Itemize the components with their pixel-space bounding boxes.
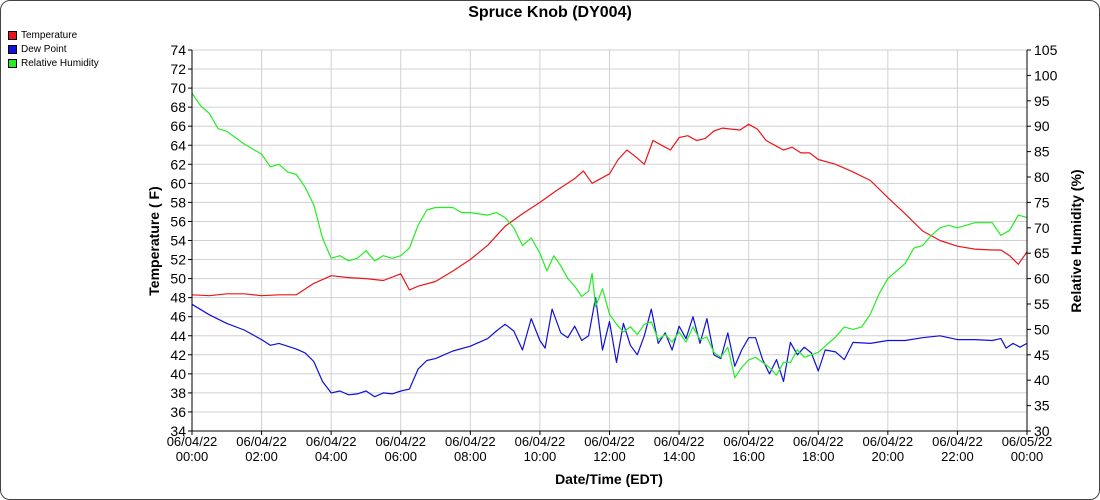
y-right-tick-label: 90 — [1034, 118, 1050, 134]
legend-label-temperature: Temperature — [21, 29, 78, 41]
grid-layer — [191, 49, 1028, 432]
y-left-tick-label: 46 — [170, 309, 186, 325]
y-axis-left-title: Temperature ( F) — [146, 186, 162, 295]
legend: Temperature Dew Point Relative Humidity — [8, 28, 99, 70]
x-tick-label-time: 02:00 — [245, 449, 278, 464]
x-tick-label-time: 00:00 — [1011, 449, 1044, 464]
x-tick-label-date: 06/04/22 — [584, 434, 635, 449]
legend-swatch-relative-humidity — [8, 58, 17, 68]
y-right-tick-label: 45 — [1034, 347, 1050, 363]
x-tick-label-time: 18:00 — [802, 449, 835, 464]
legend-item-temperature: Temperature — [8, 28, 99, 42]
legend-item-dew-point: Dew Point — [8, 42, 99, 56]
y-axis-right-title: Relative Humidity (%) — [1068, 169, 1084, 312]
y-right-tick-label: 35 — [1034, 398, 1050, 414]
x-tick-label-time: 06:00 — [384, 449, 417, 464]
y-left-tick-label: 40 — [170, 366, 186, 382]
legend-label-relative-humidity: Relative Humidity — [21, 57, 99, 69]
series-line-relative-humidity — [191, 92, 1028, 379]
x-tick-label-time: 16:00 — [732, 449, 765, 464]
y-right-tick-label: 95 — [1034, 93, 1050, 109]
series-line-temperature — [191, 123, 1028, 297]
y-left-tick-label: 72 — [170, 61, 186, 77]
x-tick-label-time: 08:00 — [454, 449, 487, 464]
y-left-tick-label: 42 — [170, 347, 186, 363]
x-tick-label-time: 22:00 — [941, 449, 974, 464]
x-tick-label-date: 06/04/22 — [306, 434, 357, 449]
x-tick-label-time: 20:00 — [872, 449, 905, 464]
x-tick-label-date: 06/04/22 — [793, 434, 844, 449]
y-left-tick-label: 74 — [170, 42, 186, 58]
y-left-tick-label: 34 — [170, 423, 186, 439]
x-axis-title: Date/Time (EDT) — [555, 471, 663, 487]
x-tick-label-time: 14:00 — [663, 449, 696, 464]
y-left-tick-label: 52 — [170, 252, 186, 268]
legend-label-dew-point: Dew Point — [21, 43, 67, 55]
x-tick-label-date: 06/04/22 — [863, 434, 914, 449]
y-right-tick-label: 75 — [1034, 194, 1050, 210]
y-right-tick-label: 105 — [1034, 42, 1058, 58]
x-tick-label-time: 12:00 — [593, 449, 626, 464]
series-line-dew-point — [191, 297, 1028, 398]
y-left-tick-label: 70 — [170, 80, 186, 96]
y-left-tick-label: 48 — [170, 290, 186, 306]
y-left-tick-label: 58 — [170, 194, 186, 210]
legend-swatch-dew-point — [8, 44, 17, 54]
y-right-tick-label: 85 — [1034, 144, 1050, 160]
y-left-tick-label: 62 — [170, 156, 186, 172]
y-left-tick-label: 68 — [170, 99, 186, 115]
x-tick-label-time: 00:00 — [176, 449, 209, 464]
y-left-tick-label: 66 — [170, 118, 186, 134]
x-tick-label-date: 06/04/22 — [723, 434, 774, 449]
legend-item-relative-humidity: Relative Humidity — [8, 56, 99, 70]
y-left-tick-label: 64 — [170, 137, 186, 153]
y-left-tick-label: 56 — [170, 213, 186, 229]
y-left-tick-label: 44 — [170, 328, 186, 344]
series-layer — [191, 92, 1028, 398]
x-tick-label-date: 06/05/22 — [1002, 434, 1053, 449]
y-right-tick-label: 50 — [1034, 321, 1050, 337]
y-right-tick-label: 55 — [1034, 296, 1050, 312]
y-left-tick-label: 38 — [170, 385, 186, 401]
x-tick-label-date: 06/04/22 — [375, 434, 426, 449]
x-tick-label-date: 06/04/22 — [654, 434, 705, 449]
chart-title: Spruce Knob (DY004) — [468, 4, 632, 21]
x-tick-label-time: 10:00 — [524, 449, 557, 464]
x-tick-label-date: 06/04/22 — [236, 434, 287, 449]
x-tick-label-date: 06/04/22 — [445, 434, 496, 449]
y-left-tick-label: 54 — [170, 233, 186, 249]
legend-swatch-temperature — [8, 30, 17, 40]
y-right-tick-label: 70 — [1034, 220, 1050, 236]
axis-layer: 34 36 38 40 42 44 46 48 50 52 54 56 58 60 62 64 66 68 70 72… — [167, 42, 1058, 464]
y-right-tick-label: 100 — [1034, 67, 1058, 83]
x-tick-label-time: 04:00 — [315, 449, 348, 464]
y-right-tick-label: 60 — [1034, 271, 1050, 287]
x-tick-label-date: 06/04/22 — [167, 434, 218, 449]
y-left-tick-label: 36 — [170, 404, 186, 420]
y-left-tick-label: 50 — [170, 271, 186, 287]
y-right-tick-label: 65 — [1034, 245, 1050, 261]
y-right-tick-label: 30 — [1034, 423, 1050, 439]
y-right-tick-label: 40 — [1034, 372, 1050, 388]
x-tick-label-date: 06/04/22 — [515, 434, 566, 449]
y-right-tick-label: 80 — [1034, 169, 1050, 185]
y-left-tick-label: 60 — [170, 175, 186, 191]
x-tick-label-date: 06/04/22 — [932, 434, 983, 449]
